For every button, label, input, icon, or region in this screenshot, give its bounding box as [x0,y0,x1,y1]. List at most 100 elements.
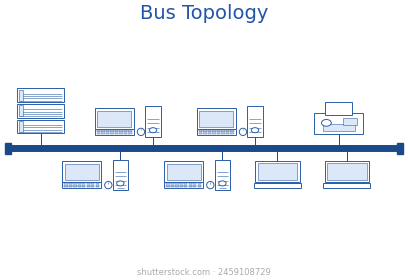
Bar [258,163,297,180]
Bar [217,133,220,134]
Bar [19,105,24,116]
Bar [97,133,100,134]
Bar [184,186,187,187]
Bar [221,131,224,132]
Bar [64,183,68,184]
Bar [86,183,90,184]
Bar [69,183,72,184]
Bar [69,185,72,186]
Bar [323,124,355,131]
Bar [230,130,233,131]
Bar [204,131,207,132]
Bar [343,118,357,125]
Bar [180,183,183,184]
Bar [128,131,131,132]
Bar [115,131,118,132]
Bar [171,185,174,186]
Bar [128,130,131,131]
Ellipse shape [239,128,246,136]
Bar [106,131,109,132]
Bar [213,131,216,132]
Bar [124,131,127,132]
Bar [166,164,200,180]
Bar [193,183,197,184]
Bar [128,133,131,134]
Bar [184,183,187,184]
Bar [17,104,64,118]
Bar [110,131,113,132]
Bar [96,186,99,187]
Bar [86,186,90,187]
Bar [17,88,64,102]
Bar [164,161,203,182]
Bar [180,186,183,187]
Text: Bus Topology: Bus Topology [140,4,268,23]
Bar [221,133,224,134]
Bar [62,161,101,182]
Bar [230,133,233,134]
Bar [197,129,236,135]
Bar [5,143,11,154]
Bar [97,111,131,127]
Bar [91,186,95,187]
Bar [124,133,127,134]
Bar [197,183,201,184]
Bar [325,161,369,182]
Text: shutterstock.com · 2459108729: shutterstock.com · 2459108729 [137,268,271,277]
Bar [97,130,100,131]
Bar [95,129,134,135]
Bar [197,108,236,129]
Bar [101,131,105,132]
Bar [217,131,220,132]
Bar [175,185,179,186]
Bar [19,90,24,101]
Bar [62,182,101,188]
Bar [73,183,77,184]
Bar [199,131,202,132]
Bar [95,108,134,129]
Circle shape [117,181,124,186]
Bar [204,130,207,131]
Bar [197,185,201,186]
Bar [101,130,105,131]
Bar [124,130,127,131]
Bar [188,183,192,184]
Ellipse shape [137,128,144,136]
Bar [193,185,197,186]
Bar [175,185,193,188]
Bar [215,160,230,190]
Bar [96,185,99,186]
Bar [82,185,86,186]
Bar [78,185,81,186]
Bar [327,163,366,180]
Bar [115,130,118,131]
Circle shape [322,120,331,126]
Bar [106,133,109,134]
Bar [73,186,77,187]
Bar [207,132,225,135]
Bar [208,131,211,132]
Bar [208,130,211,131]
Bar [184,185,187,186]
Bar [82,186,86,187]
Bar [171,186,174,187]
Bar [110,130,113,131]
Bar [226,130,229,131]
Bar [217,130,220,131]
Bar [226,131,229,132]
Bar [69,186,72,187]
Bar [255,161,300,182]
Bar [64,186,68,187]
Bar [200,111,233,127]
Bar [91,185,95,186]
Bar [113,160,128,190]
Bar [254,183,301,188]
Bar [166,185,170,186]
Bar [164,182,203,188]
Bar [397,143,403,154]
Bar [145,106,161,137]
Circle shape [251,128,259,133]
Bar [96,183,99,184]
Bar [78,186,81,187]
Bar [97,131,100,132]
